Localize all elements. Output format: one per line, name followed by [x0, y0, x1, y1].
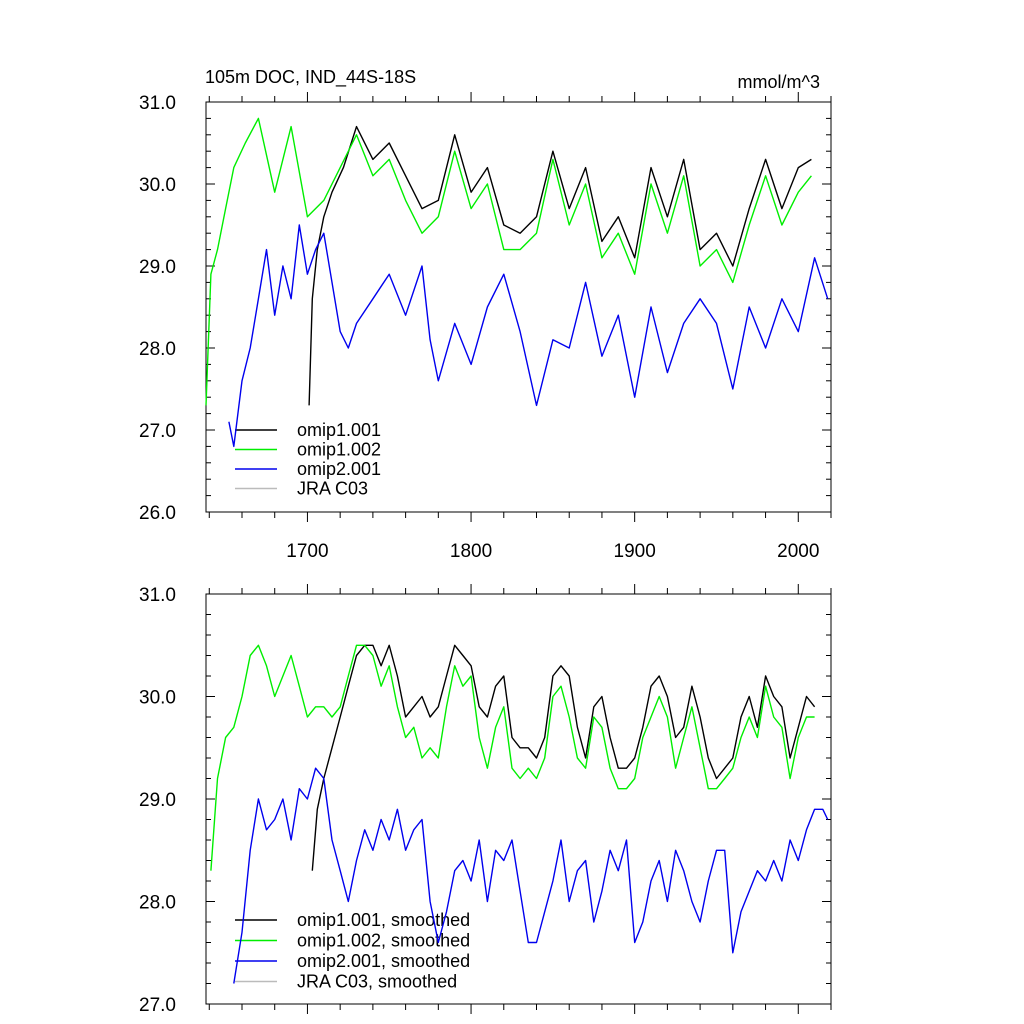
y-tick-label: 31.0 [139, 585, 176, 606]
legend-label: omip1.002, smoothed [297, 931, 470, 951]
y-tick-label: 28.0 [139, 339, 176, 360]
series-line-omip2-001 [228, 224, 829, 448]
y-tick-label: 26.0 [139, 503, 176, 524]
legend-label: JRA C03 [297, 479, 368, 499]
x-tick-label: 1800 [450, 541, 492, 562]
y-tick-label: 30.0 [139, 688, 176, 709]
legend-label: JRA C03, smoothed [297, 972, 457, 992]
series-line-omip1-001 [308, 125, 812, 406]
legend-label: omip1.002 [297, 440, 381, 460]
legend-label: omip1.001, smoothed [297, 910, 470, 930]
units-label: mmol/m^3 [738, 72, 820, 92]
plot-frame [205, 101, 832, 513]
top-panel-raw: 26.0 27.0 28.0 29.0 30.0 31.0 1700 1800 1900 2000… [139, 92, 832, 562]
series-line-omip1-002 [205, 117, 812, 406]
x-tick-label: 2000 [777, 541, 819, 562]
series-line-omip1-002-smoothed [210, 644, 815, 871]
y-tick-label: 29.0 [139, 790, 176, 811]
x-tick-label: 1900 [614, 541, 656, 562]
y-tick-label: 29.0 [139, 257, 176, 278]
y-tick-label: 27.0 [139, 995, 176, 1016]
y-tick-label: 31.0 [139, 93, 176, 114]
legend-label: omip1.001 [297, 420, 381, 440]
series-line-omip2-001-smoothed [233, 767, 829, 984]
legend-label: omip2.001, smoothed [297, 951, 470, 971]
x-tick-label: 1700 [286, 541, 328, 562]
y-tick-label: 28.0 [139, 893, 176, 914]
series-line-omip1-001-smoothed [311, 644, 816, 871]
legend-label: omip2.001 [297, 459, 381, 479]
chart-title: 105m DOC, IND_44S-18S [205, 67, 416, 88]
y-tick-label: 27.0 [139, 421, 176, 442]
y-tick-label: 30.0 [139, 175, 176, 196]
